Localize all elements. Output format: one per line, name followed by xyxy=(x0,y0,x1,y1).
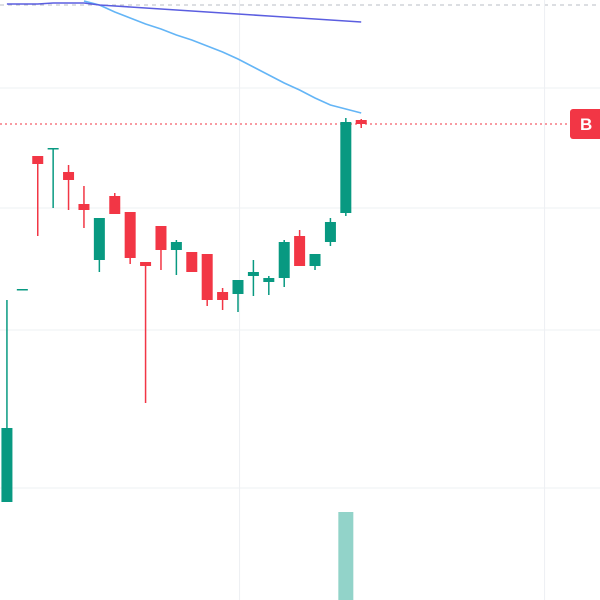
candle-body xyxy=(247,272,259,276)
candle-body xyxy=(201,254,213,300)
candle-body xyxy=(124,212,136,258)
candle xyxy=(170,240,182,275)
candle xyxy=(247,260,259,296)
candle xyxy=(140,262,152,403)
candle xyxy=(340,118,352,216)
candle-body xyxy=(109,196,121,214)
candle-body xyxy=(340,122,352,213)
candle xyxy=(47,148,59,208)
candle-body xyxy=(170,242,182,250)
candle-body xyxy=(263,278,275,282)
candle xyxy=(16,289,28,291)
candle-body xyxy=(47,148,59,150)
candle xyxy=(155,226,167,270)
moving-average-line xyxy=(83,0,362,114)
candle xyxy=(124,212,136,264)
candle-body xyxy=(93,218,105,260)
candle xyxy=(232,280,244,312)
candle-body xyxy=(63,172,75,180)
candle xyxy=(324,218,336,246)
candle xyxy=(78,186,90,228)
candle-body xyxy=(16,289,28,291)
candle-body xyxy=(324,222,336,242)
candle xyxy=(294,230,306,266)
candle xyxy=(263,276,275,295)
candle xyxy=(201,254,213,306)
candle xyxy=(355,119,367,128)
candle xyxy=(1,300,13,502)
candle-body xyxy=(217,292,229,300)
candle-body xyxy=(155,226,167,250)
candle xyxy=(217,288,229,310)
candle xyxy=(93,218,105,272)
candle-body xyxy=(1,428,13,502)
price-label-box xyxy=(570,109,600,139)
price-label: B xyxy=(580,115,592,134)
candle xyxy=(63,165,75,210)
volume-bar xyxy=(338,512,354,600)
candle xyxy=(309,254,321,270)
candle-body xyxy=(278,242,290,278)
candle-body xyxy=(140,262,152,266)
candle-body xyxy=(355,120,367,124)
moving-average-line xyxy=(6,2,362,23)
candle-body xyxy=(186,252,198,272)
candle-body xyxy=(294,236,306,266)
candle xyxy=(109,193,121,214)
candle-body xyxy=(78,204,90,210)
candle xyxy=(278,240,290,287)
candle-body xyxy=(232,280,244,294)
candle-body xyxy=(32,156,44,164)
candle xyxy=(186,252,198,272)
candle xyxy=(32,156,44,236)
candle-body xyxy=(309,254,321,266)
